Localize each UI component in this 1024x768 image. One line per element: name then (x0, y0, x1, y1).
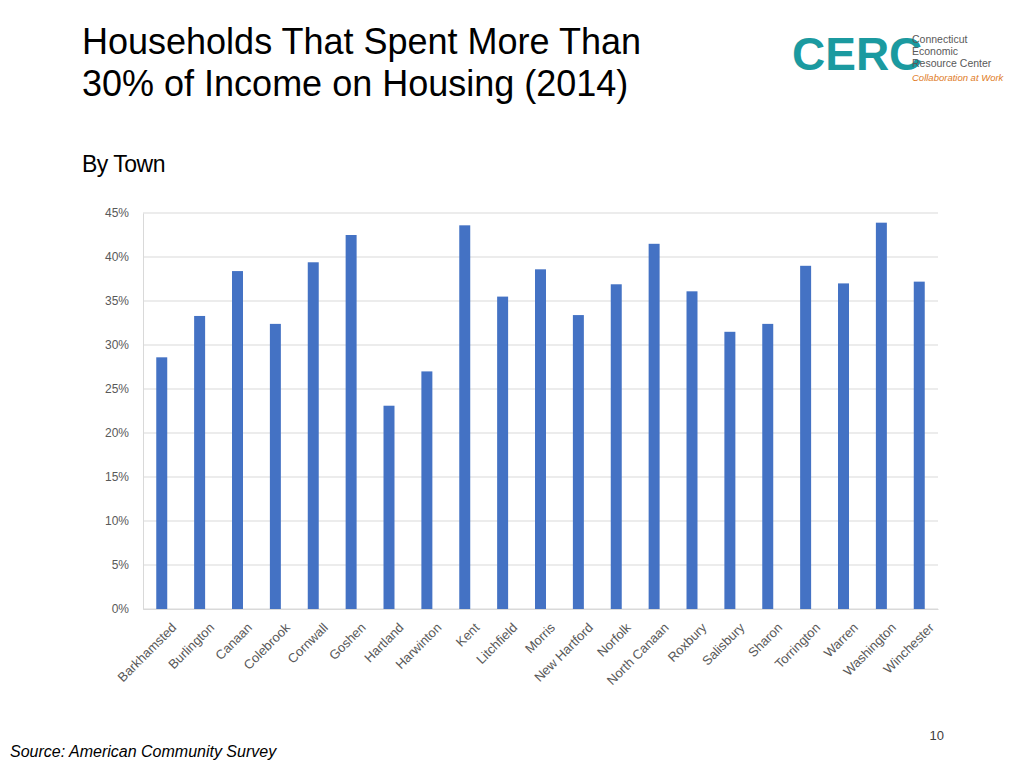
title: Households That Spent More Than30% of In… (82, 21, 641, 104)
y-tick: 15% (105, 470, 143, 484)
x-tick: Burlington (165, 609, 217, 672)
x-tick-label: Cornwall (284, 620, 330, 666)
logo-mark: CERC (792, 28, 922, 80)
y-tick: 40% (105, 250, 143, 264)
bar (270, 324, 281, 609)
x-tick: Harwinton (392, 609, 444, 672)
logo-tagline: Collaboration at Work (912, 72, 1005, 83)
subtitle: By Town (82, 151, 165, 177)
bar (346, 235, 357, 609)
y-tick-label: 25% (105, 382, 129, 396)
bar (762, 324, 773, 609)
y-tick-label: 5% (112, 558, 130, 572)
y-tick-label: 45% (105, 206, 129, 220)
y-tick-label: 15% (105, 470, 129, 484)
bar (384, 406, 395, 609)
bar (232, 271, 243, 609)
y-tick: 35% (105, 294, 143, 308)
y-tick-label: 20% (105, 426, 129, 440)
x-tick-label: New Hartford (531, 620, 596, 685)
x-tick-label: Colebrook (240, 620, 293, 673)
x-tick: Litchfield (473, 609, 520, 667)
y-tick: 30% (105, 338, 143, 352)
x-tick: Cornwall (284, 609, 330, 666)
x-tick-label: Winchester (880, 620, 937, 677)
x-tick-label: Kent (453, 620, 483, 650)
x-tick-label: Litchfield (473, 620, 520, 667)
x-tick: Colebrook (240, 609, 293, 672)
title-line: 30% of Income on Housing (2014) (82, 63, 628, 104)
grid-line (143, 213, 938, 214)
bar (914, 282, 925, 609)
grid-line (143, 257, 938, 258)
y-tick-label: 10% (105, 514, 129, 528)
logo-text: Economic (912, 45, 958, 57)
bar (194, 316, 205, 609)
bar (459, 225, 470, 609)
x-tick-label: Barkhamsted (115, 620, 180, 685)
logo-text: Resource Center (912, 57, 992, 69)
y-tick: 20% (105, 426, 143, 440)
x-tick-label: North Canaan (604, 620, 672, 688)
x-tick: Morris (522, 609, 558, 656)
title-line: Households That Spent More Than (82, 21, 641, 62)
logo-text: Connecticut (912, 33, 968, 45)
source: Source: American Community Survey (10, 743, 277, 760)
y-tick: 10% (105, 514, 143, 528)
x-tick-label: Harwinton (392, 620, 444, 672)
x-tick: Salisbury (699, 609, 748, 668)
bars (156, 223, 924, 609)
grid (143, 213, 938, 609)
bar (611, 284, 622, 609)
bar (156, 357, 167, 609)
y-tick-label: 30% (105, 338, 129, 352)
y-tick: 0% (112, 602, 143, 616)
y-axis: 0% 5% 10% 15% 20% 25% 30% 35% 40% 45% (105, 206, 144, 616)
bar (876, 223, 887, 609)
x-tick: Winchester (880, 609, 937, 677)
x-tick: Barkhamsted (115, 609, 180, 685)
x-tick-label: Salisbury (699, 620, 748, 669)
x-tick-label: Torrington (772, 620, 823, 671)
y-axis-line (143, 214, 144, 610)
x-tick: New Hartford (531, 609, 596, 685)
bar (649, 244, 660, 609)
bar (308, 262, 319, 609)
page-number: 10 (930, 728, 944, 743)
y-tick: 5% (112, 558, 143, 572)
bar (535, 269, 546, 609)
bar (421, 371, 432, 609)
x-tick: North Canaan (604, 609, 672, 688)
y-tick: 25% (105, 382, 143, 396)
bar (838, 283, 849, 609)
bar (497, 297, 508, 609)
x-tick: Kent (453, 609, 483, 649)
x-tick: Torrington (772, 609, 823, 671)
x-tick-label: Burlington (165, 620, 217, 672)
y-tick-label: 35% (105, 294, 129, 308)
x-tick-label: Morris (522, 620, 558, 656)
bar (687, 291, 698, 609)
y-tick: 45% (105, 206, 143, 220)
y-tick-label: 0% (112, 602, 130, 616)
bar (573, 315, 584, 609)
x-axis: BarkhamstedBurlingtonCanaanColebrookCorn… (115, 609, 939, 688)
bar (800, 266, 811, 609)
y-tick-label: 40% (105, 250, 129, 264)
x-axis-line (144, 609, 939, 610)
bar (724, 332, 735, 609)
chart: Households That Spent More Than30% of In… (0, 0, 1024, 768)
